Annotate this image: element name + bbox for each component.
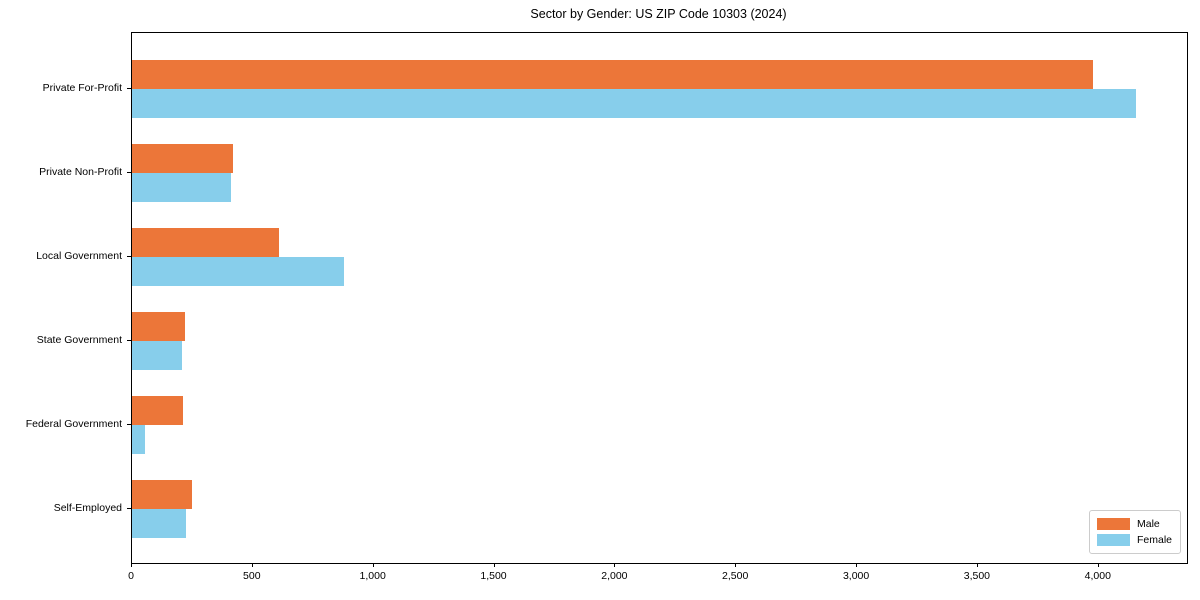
x-tick-mark-0 (131, 563, 132, 567)
y-tick-mark-private-non-profit (127, 172, 131, 173)
x-tick-mark-1500 (493, 563, 495, 567)
legend-swatch-female (1096, 534, 1130, 546)
y-tick-mark-self-employed (127, 508, 131, 509)
legend-swatch-male (1096, 518, 1130, 530)
x-tick-mark-4000 (1097, 563, 1099, 567)
legend-label-female: Female (1136, 534, 1172, 546)
y-tick-mark-state-government (127, 340, 131, 341)
bar-female-self-employed (132, 509, 186, 538)
bar-male-self-employed (132, 480, 193, 509)
x-tick-label-500: 500 (243, 570, 261, 582)
y-tick-label-state-government: State Government (36, 334, 122, 346)
x-tick-label-3500: 3,500 (963, 570, 991, 582)
x-tick-label-0: 0 (128, 570, 134, 582)
bar-female-private-for-profit (132, 89, 1137, 118)
y-tick-label-private-for-profit: Private For-Profit (42, 82, 122, 94)
y-tick-label-local-government: Local Government (36, 250, 122, 262)
bar-male-private-non-profit (132, 144, 233, 173)
x-tick-mark-3500 (976, 563, 978, 567)
bar-female-private-non-profit (132, 173, 231, 202)
bar-male-federal-government (132, 396, 183, 425)
legend-entry-male: Male (1096, 516, 1172, 532)
bar-female-federal-government (132, 425, 146, 454)
bar-male-state-government (132, 312, 185, 341)
plot-area: Male Female (131, 32, 1188, 564)
x-tick-mark-2500 (735, 563, 737, 567)
bar-male-local-government (132, 228, 280, 257)
legend-label-male: Male (1136, 518, 1160, 530)
x-tick-label-3000: 3,000 (842, 570, 870, 582)
chart-title: Sector by Gender: US ZIP Code 10303 (202… (530, 7, 787, 21)
x-tick-mark-3000 (856, 563, 858, 567)
y-tick-mark-private-for-profit (127, 88, 131, 89)
legend-entry-female: Female (1096, 532, 1172, 548)
y-tick-mark-federal-government (127, 424, 131, 425)
y-tick-mark-local-government (127, 256, 131, 257)
x-tick-label-1000: 1,000 (359, 570, 386, 582)
y-tick-label-private-non-profit: Private Non-Profit (39, 166, 122, 178)
bar-male-private-for-profit (132, 60, 1093, 89)
x-tick-label-4000: 4,000 (1084, 570, 1111, 582)
bar-female-local-government (132, 257, 344, 286)
x-tick-label-2500: 2,500 (722, 570, 749, 582)
x-tick-mark-500 (251, 563, 253, 567)
y-tick-label-federal-government: Federal Government (25, 418, 122, 430)
y-tick-label-self-employed: Self-Employed (53, 502, 122, 514)
x-tick-mark-1000 (372, 563, 374, 567)
x-tick-label-2000: 2,000 (601, 570, 628, 582)
x-tick-mark-2000 (614, 563, 616, 567)
legend: Male Female (1088, 510, 1181, 554)
x-tick-label-1500: 1,500 (480, 570, 507, 582)
bar-female-state-government (132, 341, 182, 370)
